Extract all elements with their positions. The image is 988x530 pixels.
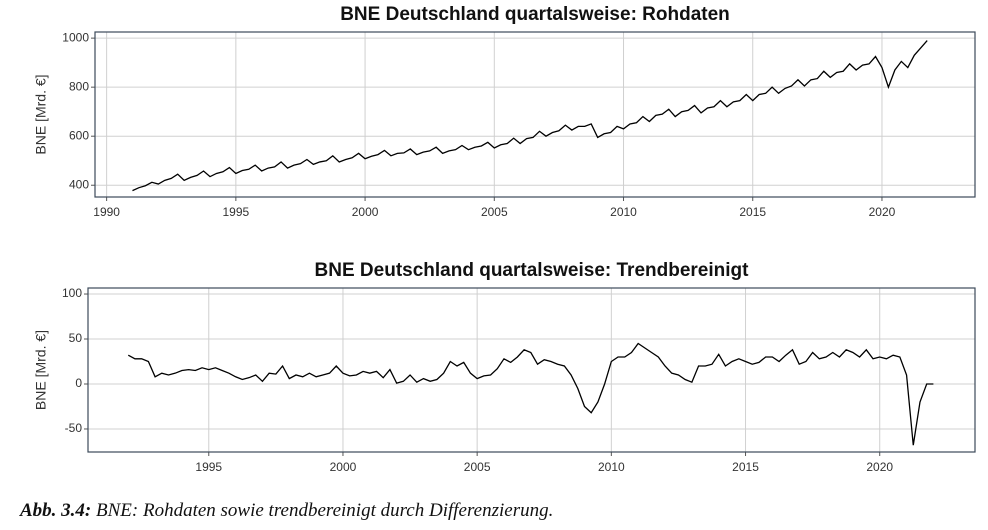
- x-tick-label: 2005: [464, 460, 491, 474]
- x-tick-label: 2015: [739, 205, 766, 219]
- x-tick-label: 2000: [352, 205, 379, 219]
- chart-title: BNE Deutschland quartalsweise: Trendbere…: [315, 260, 750, 281]
- y-tick-label: 400: [69, 177, 89, 191]
- x-tick-label: 2020: [869, 205, 896, 219]
- data-line: [127, 342, 934, 446]
- caption-text: BNE: Rohdaten sowie trendbereinigt durch…: [91, 500, 553, 521]
- x-tick-label: 1990: [93, 205, 120, 219]
- caption: Abb. 3.4: BNE: Rohdaten sowie trendberei…: [19, 500, 553, 521]
- chart-title: BNE Deutschland quartalsweise: Rohdaten: [340, 4, 730, 25]
- x-tick-label: 2010: [598, 460, 625, 474]
- y-tick-label: 50: [69, 331, 83, 345]
- x-tick-label: 2010: [610, 205, 637, 219]
- y-tick-label: 100: [62, 286, 82, 300]
- data-line: [132, 40, 928, 192]
- x-tick-label: 1995: [195, 460, 222, 474]
- y-tick-label: 1000: [62, 30, 89, 44]
- x-tick-label: 2005: [481, 205, 508, 219]
- x-tick-label: 2015: [732, 460, 759, 474]
- y-tick-label: -50: [65, 421, 83, 435]
- y-axis-label: BNE [Mrd. €]: [33, 74, 49, 154]
- plot-border: [94, 31, 976, 198]
- x-tick-label: 1995: [223, 205, 250, 219]
- y-tick-label: 0: [75, 376, 82, 390]
- y-tick-label: 600: [69, 128, 89, 142]
- x-tick-label: 2020: [866, 460, 893, 474]
- caption-label: Abb. 3.4:: [19, 500, 91, 521]
- plot-border: [87, 287, 976, 453]
- x-tick-label: 2000: [330, 460, 357, 474]
- y-tick-label: 800: [69, 79, 89, 93]
- y-axis-label: BNE [Mrd. €]: [33, 330, 49, 410]
